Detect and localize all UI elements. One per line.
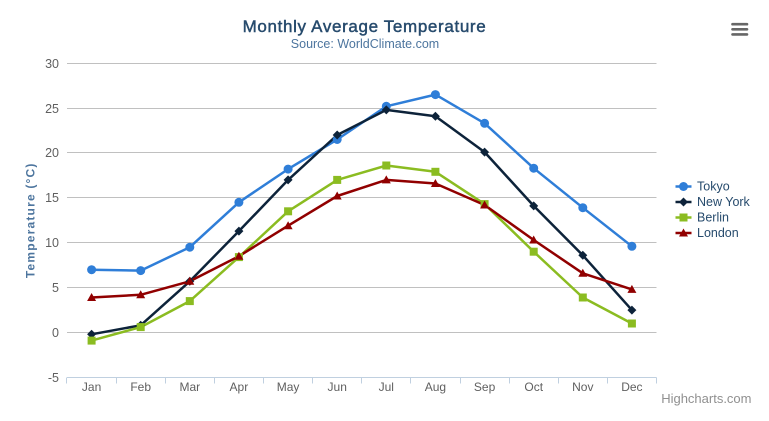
svg-text:Jun: Jun [328, 380, 347, 394]
svg-text:25: 25 [45, 102, 59, 116]
svg-text:May: May [277, 380, 300, 394]
svg-text:0: 0 [52, 326, 59, 340]
svg-text:London: London [697, 226, 739, 240]
svg-text:Berlin: Berlin [697, 211, 729, 225]
svg-text:-5: -5 [48, 371, 59, 385]
svg-text:Highcharts.com: Highcharts.com [661, 391, 751, 406]
svg-text:Apr: Apr [230, 380, 249, 394]
svg-text:20: 20 [45, 146, 59, 160]
svg-text:5: 5 [52, 281, 59, 295]
svg-text:Dec: Dec [621, 380, 642, 394]
svg-text:Sep: Sep [474, 380, 496, 394]
svg-text:Nov: Nov [572, 380, 593, 394]
svg-text:Monthly Average Temperature: Monthly Average Temperature [243, 17, 487, 36]
svg-text:Aug: Aug [425, 380, 446, 394]
svg-text:Temperature (°C): Temperature (°C) [23, 162, 37, 278]
svg-text:Jul: Jul [379, 380, 394, 394]
svg-text:30: 30 [45, 57, 59, 71]
svg-text:15: 15 [45, 191, 59, 205]
svg-text:Mar: Mar [179, 380, 200, 394]
svg-text:Feb: Feb [130, 380, 151, 394]
svg-text:10: 10 [45, 236, 59, 250]
svg-text:Jan: Jan [82, 380, 101, 394]
svg-text:Oct: Oct [524, 380, 543, 394]
svg-text:Source: WorldClimate.com: Source: WorldClimate.com [291, 37, 439, 51]
svg-text:New York: New York [697, 195, 751, 209]
svg-text:Tokyo: Tokyo [697, 180, 730, 194]
